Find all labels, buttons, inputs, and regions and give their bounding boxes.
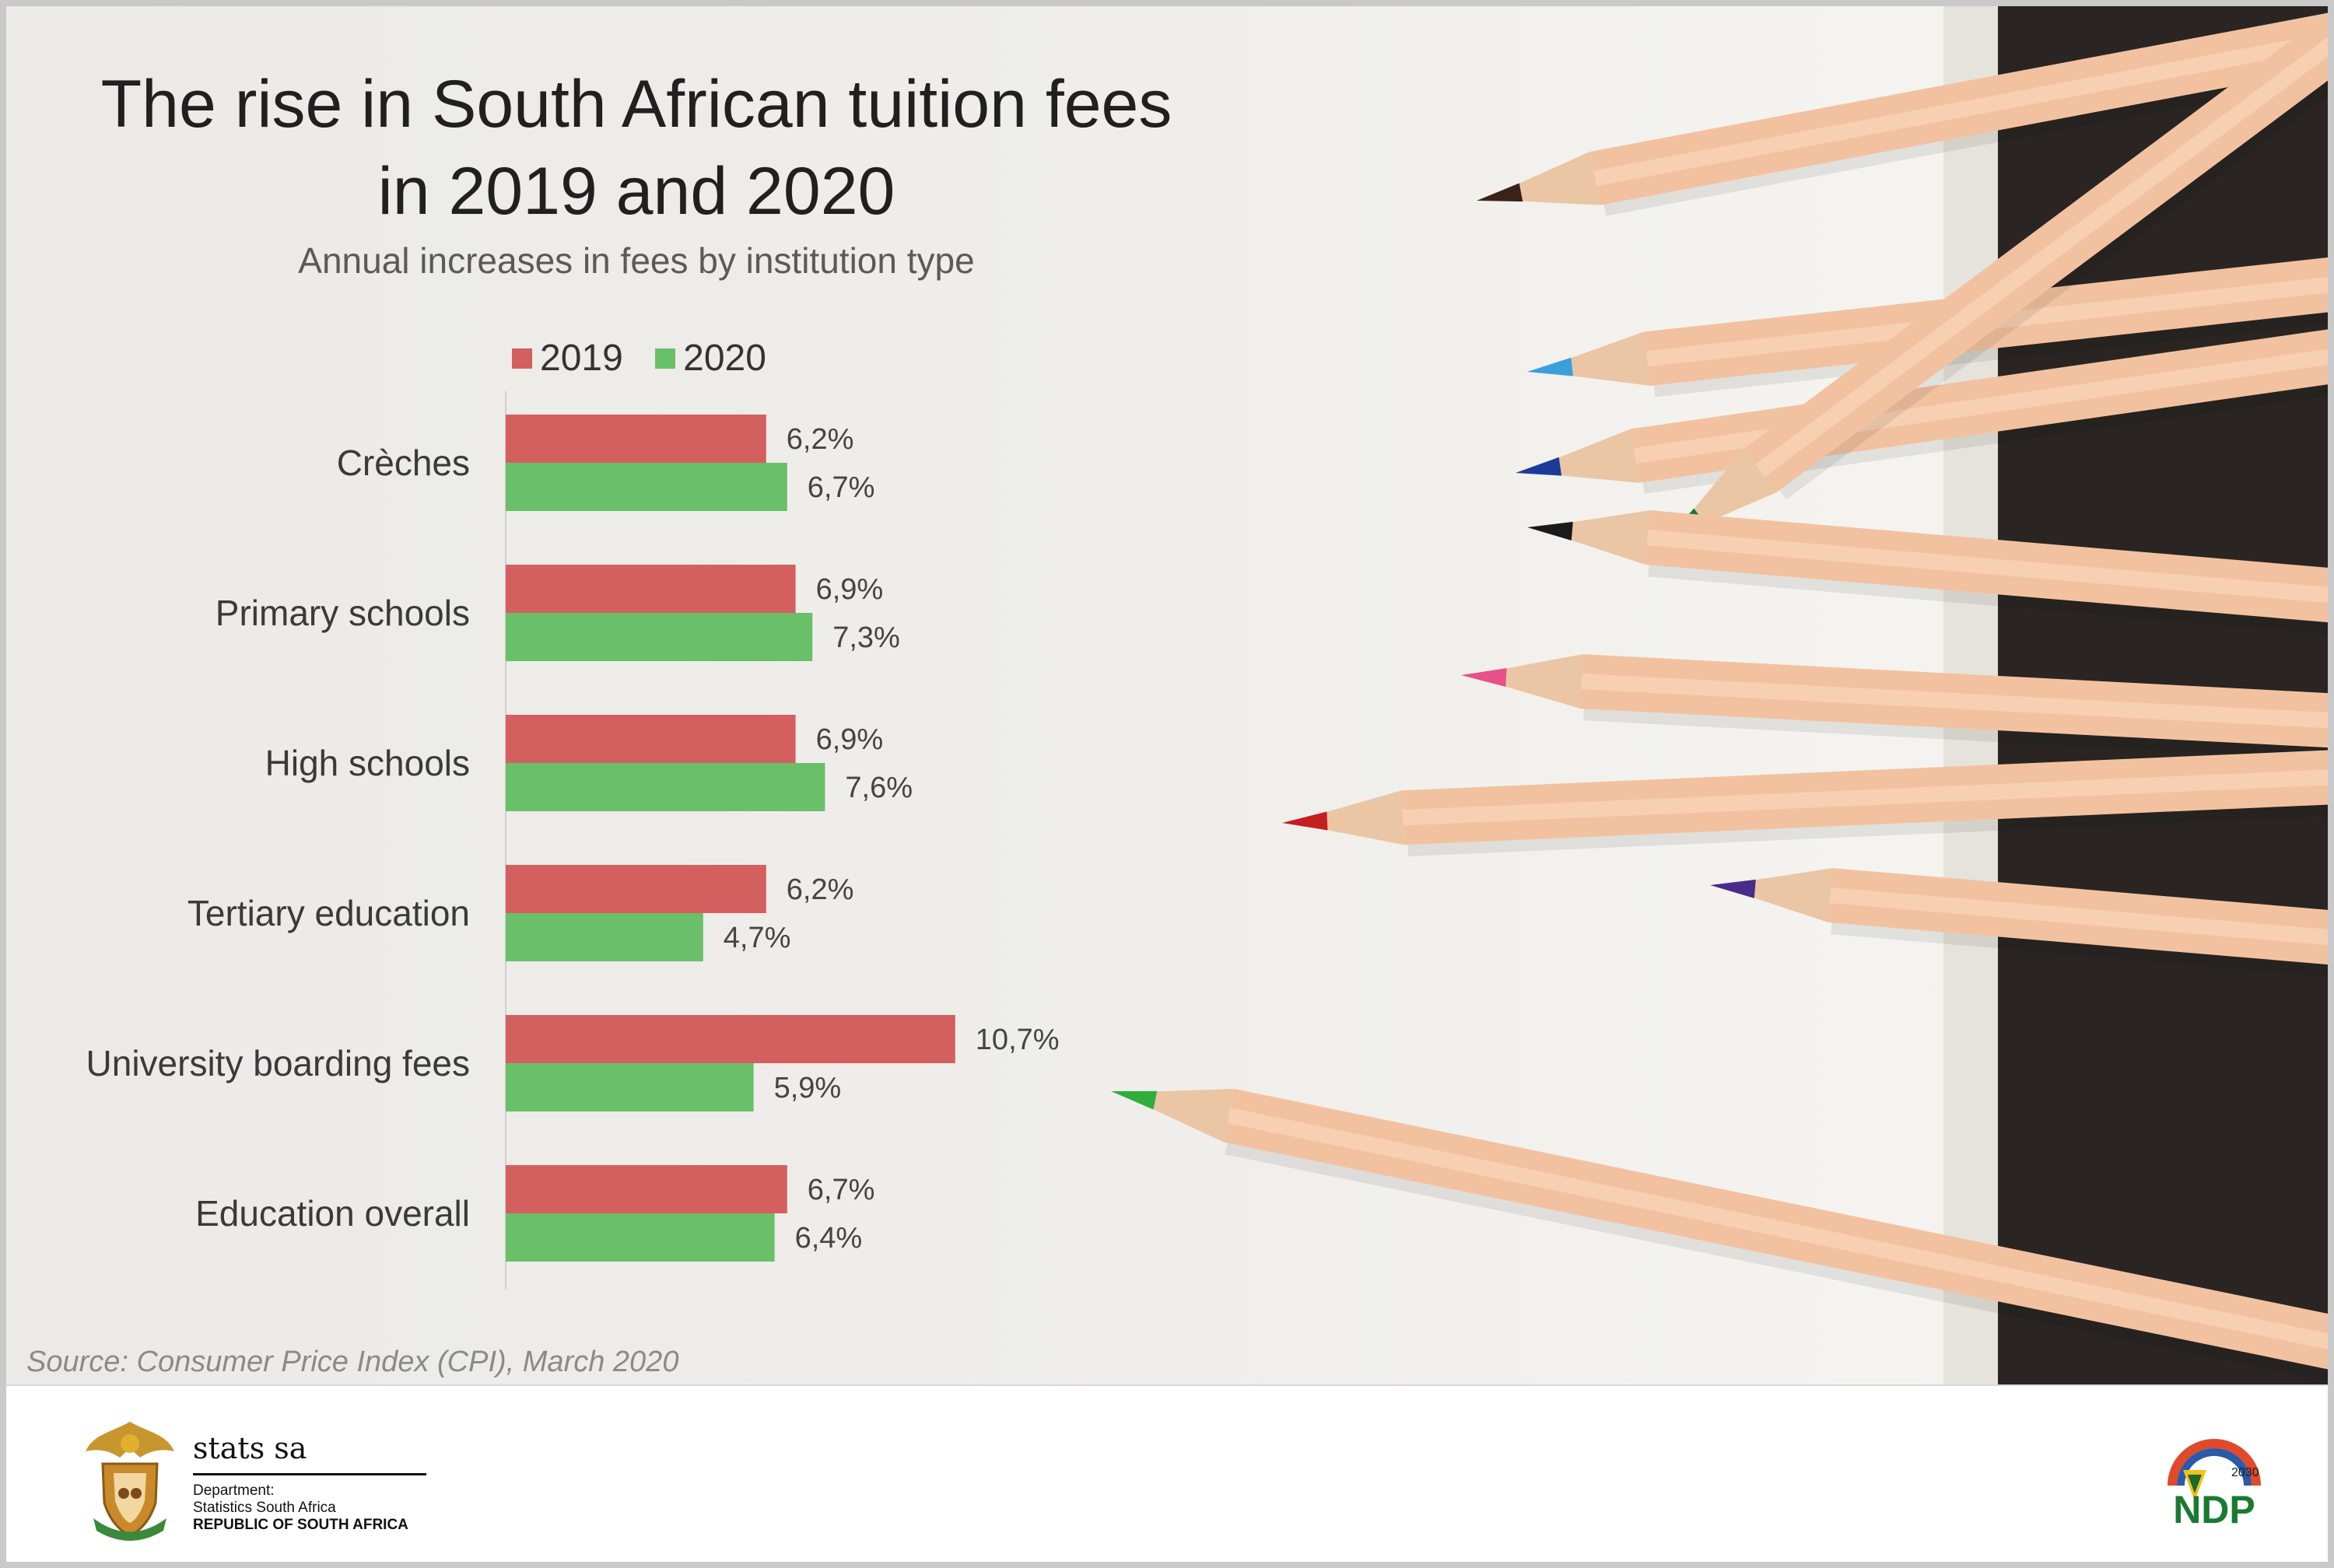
bar-university-boarding-fees-2019 bbox=[506, 1015, 955, 1063]
chart-subtitle: Annual increases in fees by institution … bbox=[298, 240, 975, 281]
category-label-creches: Crèches bbox=[337, 443, 470, 483]
legend-swatch-2020 bbox=[655, 348, 676, 369]
bar-creches-2019 bbox=[506, 415, 766, 463]
dept-line-3: REPUBLIC OF SOUTH AFRICA bbox=[193, 1517, 408, 1533]
department-block: Department: Statistics South Africa REPU… bbox=[193, 1482, 408, 1534]
value-label-university-boarding-fees-2019: 10,7% bbox=[976, 1024, 1060, 1056]
pencil-purple bbox=[1710, 868, 2328, 989]
legend-label-2019: 2019 bbox=[540, 338, 623, 379]
value-label-education-overall-2019: 6,7% bbox=[808, 1174, 875, 1206]
ndp-logo-icon: 2030 NDP bbox=[2168, 1439, 2261, 1531]
bar-primary-schools-2020 bbox=[506, 613, 813, 661]
pencil-black bbox=[1527, 510, 2328, 647]
category-label-education-overall: Education overall bbox=[195, 1193, 470, 1234]
pencil-photo-background: The rise in South African tuition fees i… bbox=[6, 6, 2328, 1384]
bar-tertiary-education-2019 bbox=[506, 865, 766, 913]
category-label-primary-schools: Primary schools bbox=[216, 593, 470, 633]
legend-label-2020: 2020 bbox=[683, 338, 766, 379]
bar-creches-2020 bbox=[506, 463, 787, 511]
value-label-primary-schools-2019: 6,9% bbox=[816, 573, 884, 606]
bar-high-schools-2019 bbox=[506, 715, 796, 763]
bar-education-overall-2019 bbox=[506, 1165, 787, 1213]
ndp-text: NDP bbox=[2173, 1488, 2255, 1531]
category-label-university-boarding-fees: University boarding fees bbox=[86, 1043, 470, 1083]
coat-of-arms-icon bbox=[86, 1422, 174, 1541]
source-note: Source: Consumer Price Index (CPI), Marc… bbox=[26, 1346, 679, 1378]
legend-item-2020: 2020 bbox=[655, 337, 766, 380]
value-label-creches-2019: 6,2% bbox=[787, 423, 854, 456]
pencil-pink bbox=[1461, 654, 2328, 768]
value-label-creches-2020: 6,7% bbox=[808, 471, 875, 504]
value-label-university-boarding-fees-2020: 5,9% bbox=[774, 1072, 842, 1104]
legend-item-2019: 2019 bbox=[512, 337, 623, 380]
pencils-illustration bbox=[1111, 6, 2328, 1384]
dept-line-1: Department: bbox=[193, 1482, 275, 1499]
pencil-dark-green bbox=[1663, 6, 2328, 543]
value-label-high-schools-2019: 6,9% bbox=[816, 723, 884, 756]
bar-university-boarding-fees-2020 bbox=[506, 1063, 754, 1111]
chart-title: The rise in South African tuition fees i… bbox=[37, 61, 1235, 235]
chart-legend: 2019 2020 bbox=[512, 337, 788, 380]
bar-education-overall-2020 bbox=[506, 1213, 775, 1262]
value-label-tertiary-education-2019: 6,2% bbox=[787, 873, 854, 906]
org-name-rule bbox=[193, 1473, 426, 1475]
pencil-group bbox=[1111, 6, 2328, 1384]
bar-marks: Crèches 6,2% 6,7% Primary schools 6,9% 7,3% Hi… bbox=[86, 415, 1060, 1262]
bar-high-schools-2020 bbox=[506, 763, 825, 811]
pencil-red bbox=[1282, 744, 2328, 857]
footer: stats sa Department: Statistics South Af… bbox=[6, 1384, 2328, 1562]
ndp-year: 2030 bbox=[2231, 1466, 2259, 1479]
dept-line-2: Statistics South Africa bbox=[193, 1500, 336, 1516]
value-label-education-overall-2020: 6,4% bbox=[795, 1222, 863, 1255]
value-label-tertiary-education-2020: 4,7% bbox=[724, 922, 791, 954]
pencil-green bbox=[1111, 1088, 2328, 1384]
legend-swatch-2019 bbox=[512, 348, 532, 369]
category-label-high-schools: High schools bbox=[265, 743, 470, 783]
bar-chart: Crèches 6,2% 6,7% Primary schools 6,9% 7,3% Hi… bbox=[86, 391, 1060, 1290]
value-label-primary-schools-2020: 7,3% bbox=[832, 621, 900, 654]
title-line-2: in 2019 and 2020 bbox=[377, 154, 895, 229]
org-name: stats sa bbox=[193, 1431, 307, 1465]
bar-primary-schools-2019 bbox=[506, 565, 796, 613]
value-label-high-schools-2020: 7,6% bbox=[845, 772, 913, 804]
category-label-tertiary-education: Tertiary education bbox=[187, 893, 470, 933]
title-line-1: The rise in South African tuition fees bbox=[100, 67, 1172, 142]
bar-tertiary-education-2020 bbox=[506, 913, 703, 961]
